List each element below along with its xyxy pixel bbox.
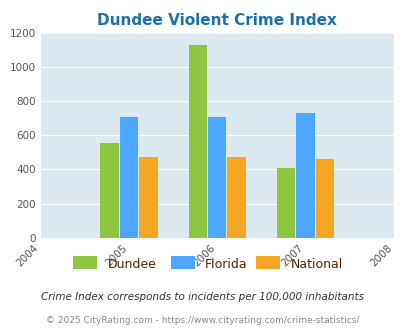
Text: Crime Index corresponds to incidents per 100,000 inhabitants: Crime Index corresponds to incidents per… xyxy=(41,292,364,302)
Text: National: National xyxy=(290,257,342,271)
Bar xyxy=(188,45,207,238)
Title: Dundee Violent Crime Index: Dundee Violent Crime Index xyxy=(97,13,336,28)
Bar xyxy=(276,168,294,238)
Bar xyxy=(119,116,138,238)
Text: Dundee: Dundee xyxy=(107,257,156,271)
Text: Florida: Florida xyxy=(205,257,247,271)
Bar xyxy=(100,143,118,238)
Bar xyxy=(296,113,314,238)
Bar xyxy=(139,157,157,238)
Text: © 2025 CityRating.com - https://www.cityrating.com/crime-statistics/: © 2025 CityRating.com - https://www.city… xyxy=(46,315,359,325)
Bar xyxy=(207,116,226,238)
Bar xyxy=(227,157,245,238)
Bar xyxy=(315,159,333,238)
